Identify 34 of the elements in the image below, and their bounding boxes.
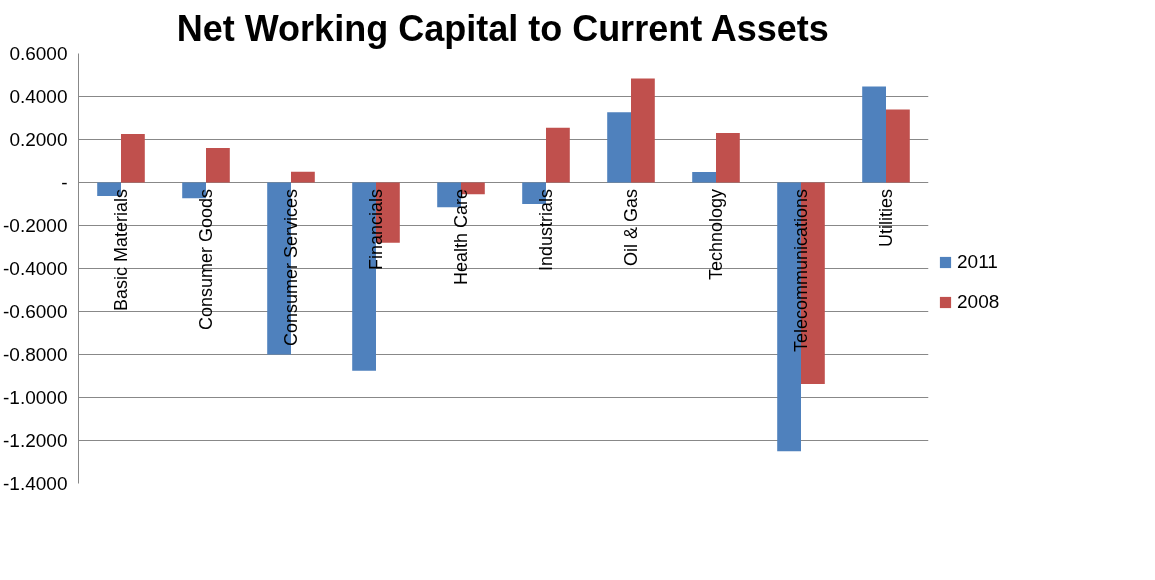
x-tick-label: Utilities: [876, 188, 896, 247]
y-tick-label: -: [61, 172, 68, 193]
bar: [607, 112, 631, 183]
y-tick-label: -1.2000: [3, 430, 68, 451]
y-tick-label: -0.2000: [3, 215, 68, 236]
x-tick-label: Telecommunications: [791, 188, 811, 353]
x-tick-label: Technology: [706, 188, 726, 281]
bar: [121, 133, 145, 183]
legend-label: 2011: [957, 251, 998, 273]
bar: [886, 109, 910, 183]
y-tick-label: 0.2000: [9, 129, 68, 150]
bar: [862, 86, 886, 183]
x-tick-label: Consumer Goods: [196, 188, 216, 331]
bar: [692, 171, 716, 183]
x-tick-label: Industrials: [536, 188, 556, 271]
bar: [291, 171, 315, 183]
bar: [546, 127, 570, 183]
y-tick-label: -0.4000: [3, 258, 68, 279]
legend-label: 2008: [957, 291, 1000, 313]
chart-title: Net Working Capital to Current Assets: [176, 7, 829, 49]
x-tick-label: Financials: [366, 188, 386, 270]
y-tick-label: -1.0000: [3, 387, 68, 408]
x-tick-label: Basic Materials: [111, 188, 131, 311]
bar: [631, 78, 655, 183]
y-tick-label: 0.6000: [9, 43, 68, 64]
y-tick-label: 0.4000: [9, 86, 68, 107]
y-tick-label: -0.8000: [3, 344, 68, 365]
y-tick-label: -0.6000: [3, 301, 68, 322]
bar: [206, 148, 230, 183]
x-tick-label: Health Care: [451, 188, 471, 285]
x-tick-label: Consumer Services: [281, 188, 301, 346]
x-tick-label: Oil & Gas: [621, 188, 641, 266]
bar: [716, 133, 740, 183]
y-tick-label: -1.4000: [3, 473, 68, 494]
